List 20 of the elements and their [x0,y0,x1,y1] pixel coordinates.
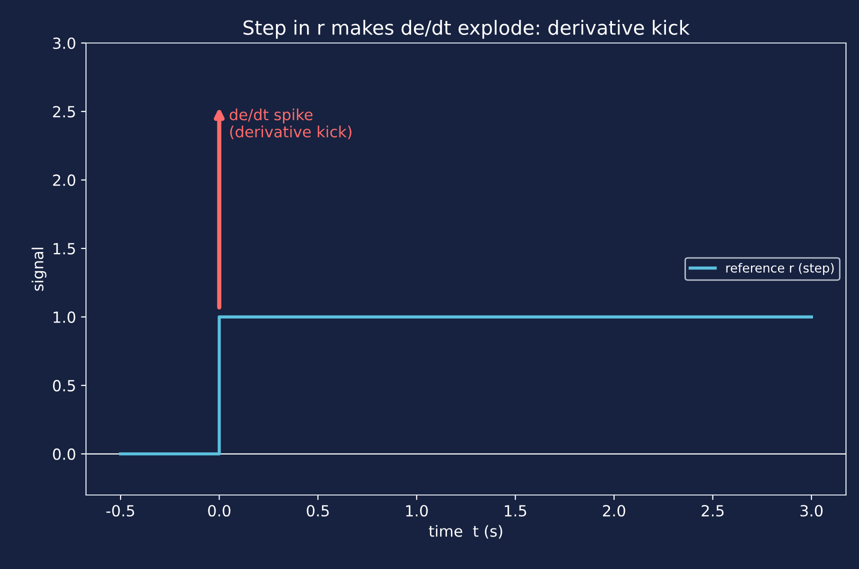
x-tick-label: 0.5 [306,504,329,517]
x-tick-label: 0.0 [208,504,230,517]
x-tick-label: -0.5 [106,504,134,517]
y-tick-label: 0.0 [52,448,76,460]
legend-label: reference r (step) [726,262,834,276]
y-tick-label: 2.0 [53,174,76,186]
y-tick-label: 1.0 [54,311,76,323]
x-tick-label: 2.5 [702,504,724,517]
y-axis-title: signal [32,248,46,291]
y-tick-label: 3.0 [53,37,76,50]
chart-title: Step in r makes de/dt explode: derivative kick [244,20,690,39]
y-tick-label: 0.5 [52,380,75,392]
annotation: de/dt spike (derivative kick) [230,108,352,140]
x-tick-label: 3.0 [800,504,823,517]
x-axis-title: time t (s) [428,525,502,539]
x-tick-label: 1.0 [406,504,428,517]
y-tick-label: 2.5 [53,106,75,118]
x-tick-label: 1.5 [504,505,526,517]
x-tick-label: 2.0 [603,504,626,517]
y-tick-label: 1.5 [54,243,75,254]
